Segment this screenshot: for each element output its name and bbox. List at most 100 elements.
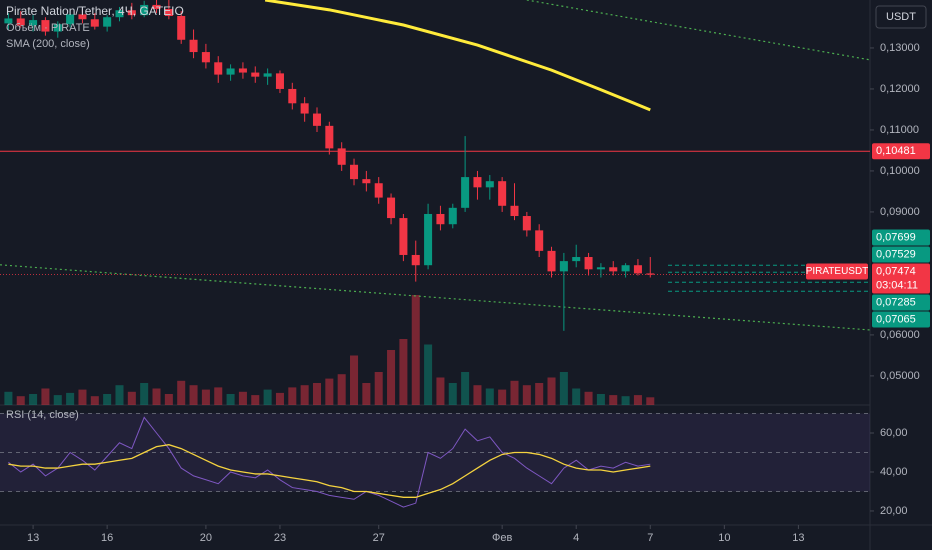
price-label: 0,07699 (876, 231, 916, 243)
rsi-ma-line (8, 444, 651, 498)
volume-bar (164, 394, 173, 405)
price-label: 0,07065 (876, 313, 916, 325)
candle-body (29, 20, 38, 26)
y-tick-label: 0,10000 (880, 165, 920, 177)
symbol-label-box (806, 263, 868, 280)
candle-body (350, 164, 359, 180)
candle-body (325, 125, 334, 149)
volume-bar (596, 394, 605, 405)
y-tick-label: 0,11000 (880, 124, 919, 136)
price-label: 0,10481 (876, 145, 916, 157)
volume-bar (572, 388, 581, 405)
x-tick-label: 7 (647, 532, 653, 544)
x-tick-label: 4 (573, 532, 579, 544)
candle-body (78, 14, 87, 20)
candle-body (263, 73, 272, 77)
candle-body (214, 62, 223, 75)
candle-body (127, 10, 136, 16)
candle-body (251, 72, 260, 77)
candle-body (596, 267, 605, 270)
candle-body (140, 4, 149, 16)
price-label-box (872, 229, 930, 246)
volume-bar (189, 385, 198, 405)
volume-bar (140, 383, 149, 405)
candle-body (633, 265, 642, 274)
volume-bar (263, 389, 272, 405)
volume-bar (584, 391, 593, 405)
volume-title: Объём · PIRATE (6, 22, 90, 34)
countdown-label: 03:04:11 (876, 279, 918, 291)
volume-bar (115, 385, 124, 405)
candle-body (485, 181, 494, 188)
x-tick-label: 13 (792, 532, 804, 544)
candle-body (448, 207, 457, 225)
volume-bar (387, 350, 396, 405)
volume-bar (485, 388, 494, 405)
x-tick-label: 23 (274, 532, 286, 544)
volume-bar (350, 355, 359, 405)
volume-bar (646, 397, 655, 405)
volume-bar (436, 377, 445, 405)
candle-body (226, 68, 235, 75)
volume-bar (374, 372, 383, 405)
symbol-label: PIRATEUSDT (806, 266, 869, 277)
y-tick-label: 0,09000 (880, 206, 920, 218)
y-tick-label: 0,13000 (880, 42, 920, 54)
candle-body (387, 197, 396, 219)
currency-button[interactable] (875, 5, 927, 29)
volume-bar (362, 383, 371, 405)
volume-bar (251, 395, 260, 405)
volume-bar (535, 383, 544, 405)
candle-body (90, 19, 99, 27)
x-tick-label: 13 (27, 532, 39, 544)
volume-bar (510, 380, 519, 405)
candle-body (584, 257, 593, 270)
sma-title: SMA (200, close) (6, 38, 90, 50)
volume-bar (90, 396, 99, 405)
candle-body (621, 265, 630, 272)
candle-body (535, 230, 544, 251)
volume-bar (411, 295, 420, 405)
volume-bar (424, 344, 433, 405)
volume-bar (461, 372, 470, 405)
candle-body (399, 218, 408, 255)
price-label-box (872, 311, 930, 328)
candle-body (436, 213, 445, 225)
volume-bar (621, 396, 630, 405)
volume-bar (226, 394, 235, 405)
rsi-title: RSI (14, close) (6, 409, 79, 421)
volume-bar (473, 385, 482, 405)
price-label-box (872, 294, 930, 311)
candle-body (498, 181, 507, 206)
candle-body (4, 18, 13, 24)
y-tick-label: 0,12000 (880, 83, 920, 95)
price-label: 0,07285 (876, 296, 916, 308)
candle-body (177, 15, 186, 40)
candle-body (374, 183, 383, 198)
candle-body (609, 267, 618, 272)
volume-bar (559, 372, 568, 405)
volume-bar (41, 388, 50, 405)
volume-bar (337, 374, 346, 405)
candle-body (288, 88, 297, 104)
candle-body (152, 4, 161, 10)
rsi-y-tick-label: 60,00 (880, 427, 908, 439)
volume-bar (4, 391, 13, 405)
volume-bar (399, 339, 408, 405)
trendline (526, 0, 871, 61)
candle-body (510, 205, 519, 217)
volume-bar (53, 395, 62, 405)
candle-body (337, 148, 346, 165)
volume-bar (214, 387, 223, 405)
x-tick-label: 27 (373, 532, 385, 544)
volume-bar (312, 383, 322, 405)
candle-body (312, 113, 322, 126)
volume-bar (522, 385, 531, 405)
candle-body (547, 250, 556, 272)
currency-label: USDT (886, 11, 916, 23)
